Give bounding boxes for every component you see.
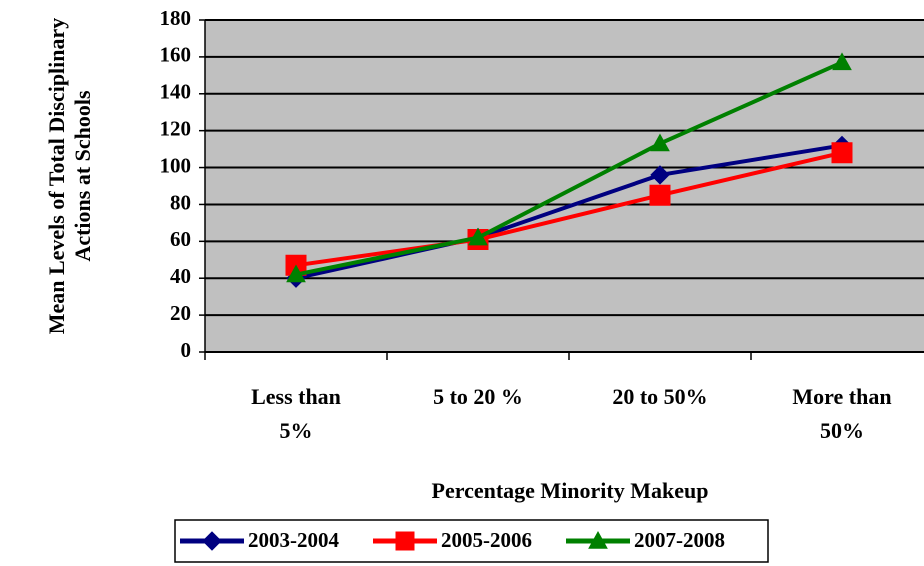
data-point bbox=[286, 264, 306, 283]
plot-background bbox=[205, 20, 924, 352]
x-tick-label: 5 to 20 % bbox=[433, 384, 523, 409]
y-axis-title: Mean Levels of Total Disciplinary Action… bbox=[44, 17, 95, 335]
legend-box bbox=[174, 519, 769, 563]
data-point bbox=[649, 184, 671, 206]
legend-marker bbox=[395, 531, 415, 551]
series-line bbox=[295, 60, 843, 277]
y-tick-label: 20 bbox=[170, 301, 191, 325]
data-point bbox=[468, 227, 488, 246]
legend-marker bbox=[588, 530, 608, 549]
y-tick-label: 140 bbox=[160, 80, 192, 104]
y-tick-label: 180 bbox=[160, 6, 192, 30]
y-tick-label: 60 bbox=[170, 227, 191, 251]
data-point bbox=[832, 52, 852, 71]
x-tick-label: 20 to 50% bbox=[612, 384, 708, 409]
data-point bbox=[831, 142, 853, 164]
x-tick-label: More than 50% bbox=[792, 384, 892, 443]
legend-marker bbox=[202, 531, 222, 551]
legend-label: 2003-2004 bbox=[248, 528, 339, 552]
y-tick-label: 0 bbox=[181, 338, 192, 362]
x-axis-title: Percentage Minority Makeup bbox=[431, 478, 709, 503]
y-tick-label: 120 bbox=[160, 116, 192, 140]
data-point bbox=[650, 133, 670, 152]
y-tick-label: 160 bbox=[160, 43, 192, 67]
legend-label: 2005-2006 bbox=[441, 528, 532, 552]
y-tick-label: 40 bbox=[170, 264, 191, 288]
series-line bbox=[295, 150, 843, 268]
y-tick-label: 100 bbox=[160, 153, 192, 177]
y-tick-label: 80 bbox=[170, 190, 191, 214]
x-tick-label: Less than 5% bbox=[251, 384, 341, 443]
data-point bbox=[650, 165, 670, 185]
legend-label: 2007-2008 bbox=[634, 528, 725, 552]
